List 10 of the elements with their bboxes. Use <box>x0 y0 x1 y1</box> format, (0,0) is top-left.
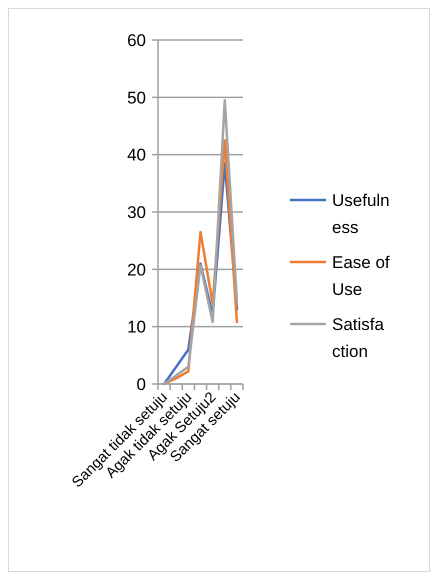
y-tick-label: 30 <box>127 202 146 222</box>
legend-label: Ease of Use <box>332 252 390 299</box>
y-tick-label: 20 <box>127 260 146 280</box>
legend-label: Satisfaction <box>332 314 385 361</box>
y-tick-label: 10 <box>127 318 146 337</box>
y-tick-label: 0 <box>136 374 146 394</box>
legend-label: Usefulness <box>332 190 390 237</box>
y-tick-label: 60 <box>127 30 146 50</box>
y-tick-label: 50 <box>127 88 146 108</box>
y-tick-label: 40 <box>127 146 146 165</box>
